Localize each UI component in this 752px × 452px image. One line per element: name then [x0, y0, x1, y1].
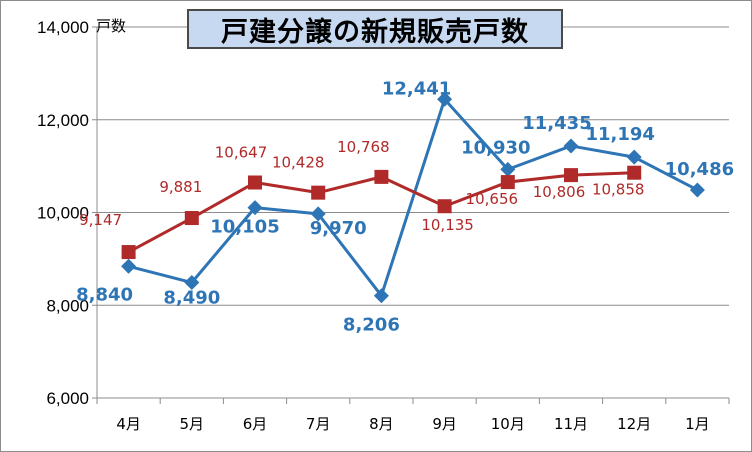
x-tick-label: 1月	[685, 415, 710, 433]
y-axis-unit-label: 戸数	[96, 17, 127, 35]
series-1-marker	[563, 138, 579, 154]
series-2-data-label: 9,147	[79, 211, 122, 229]
x-tick-label: 7月	[306, 415, 331, 433]
series-2-marker	[184, 211, 199, 226]
series-2-data-label: 10,858	[592, 181, 645, 199]
series-2-marker	[564, 168, 578, 183]
series-2-data-label: 10,647	[215, 143, 268, 161]
series-1-marker	[437, 91, 453, 107]
series-1-marker	[247, 200, 263, 216]
series-2-marker	[374, 169, 389, 184]
y-tick-label: 12,000	[37, 111, 89, 130]
y-tick-label: 10,000	[37, 204, 89, 223]
series-2-data-label: 9,881	[159, 178, 202, 196]
series-1-data-label: 8,206	[343, 315, 400, 336]
series-1-data-label: 10,486	[665, 159, 734, 180]
series-1-data-label: 11,435	[522, 113, 591, 134]
series-1-data-label: 10,930	[461, 137, 530, 158]
series-1-marker	[626, 149, 642, 165]
series-1-marker	[500, 161, 516, 177]
series-2-marker	[311, 185, 326, 200]
series-1-marker	[310, 206, 326, 222]
series-2-data-label: 10,806	[533, 183, 586, 201]
series-1-marker	[184, 275, 200, 291]
series-2-marker	[627, 165, 642, 180]
x-tick-label: 6月	[243, 415, 268, 433]
series-2-data-label: 10,656	[466, 190, 519, 208]
y-tick-label: 8,000	[46, 296, 89, 315]
series-2-marker	[437, 199, 452, 214]
series-1-data-label: 8,490	[163, 288, 220, 309]
x-tick-label: 8月	[369, 415, 394, 433]
series-1-line	[128, 97, 699, 298]
series-1-data-label: 8,840	[76, 284, 133, 305]
series-1-marker	[121, 258, 137, 274]
x-tick-label: 9月	[432, 415, 457, 433]
x-tick-label: 10月	[491, 415, 525, 433]
y-tick-label: 6,000	[46, 389, 89, 408]
chart-title: 戸建分譲の新規販売戸数	[187, 9, 563, 49]
series-2-marker	[500, 175, 515, 190]
series-1-data-label: 10,105	[210, 217, 279, 238]
series-2-data-label: 10,768	[337, 138, 390, 156]
series-1-data-label: 11,194	[585, 124, 654, 145]
x-tick-label: 4月	[116, 415, 141, 433]
series-1-marker	[373, 288, 389, 304]
x-tick-label: 11月	[554, 415, 588, 433]
x-tick-label: 12月	[617, 415, 651, 433]
series-1-data-label: 9,970	[310, 218, 367, 239]
series-1-data-label: 12,441	[382, 78, 451, 99]
series-2-marker	[121, 245, 136, 260]
series-1-marker	[689, 182, 705, 198]
series-2-data-label: 10,428	[272, 154, 325, 172]
series-2-marker	[248, 175, 262, 190]
y-tick-label: 14,000	[37, 18, 89, 37]
series-2-data-label: 10,135	[421, 216, 474, 234]
x-tick-label: 5月	[180, 415, 205, 433]
